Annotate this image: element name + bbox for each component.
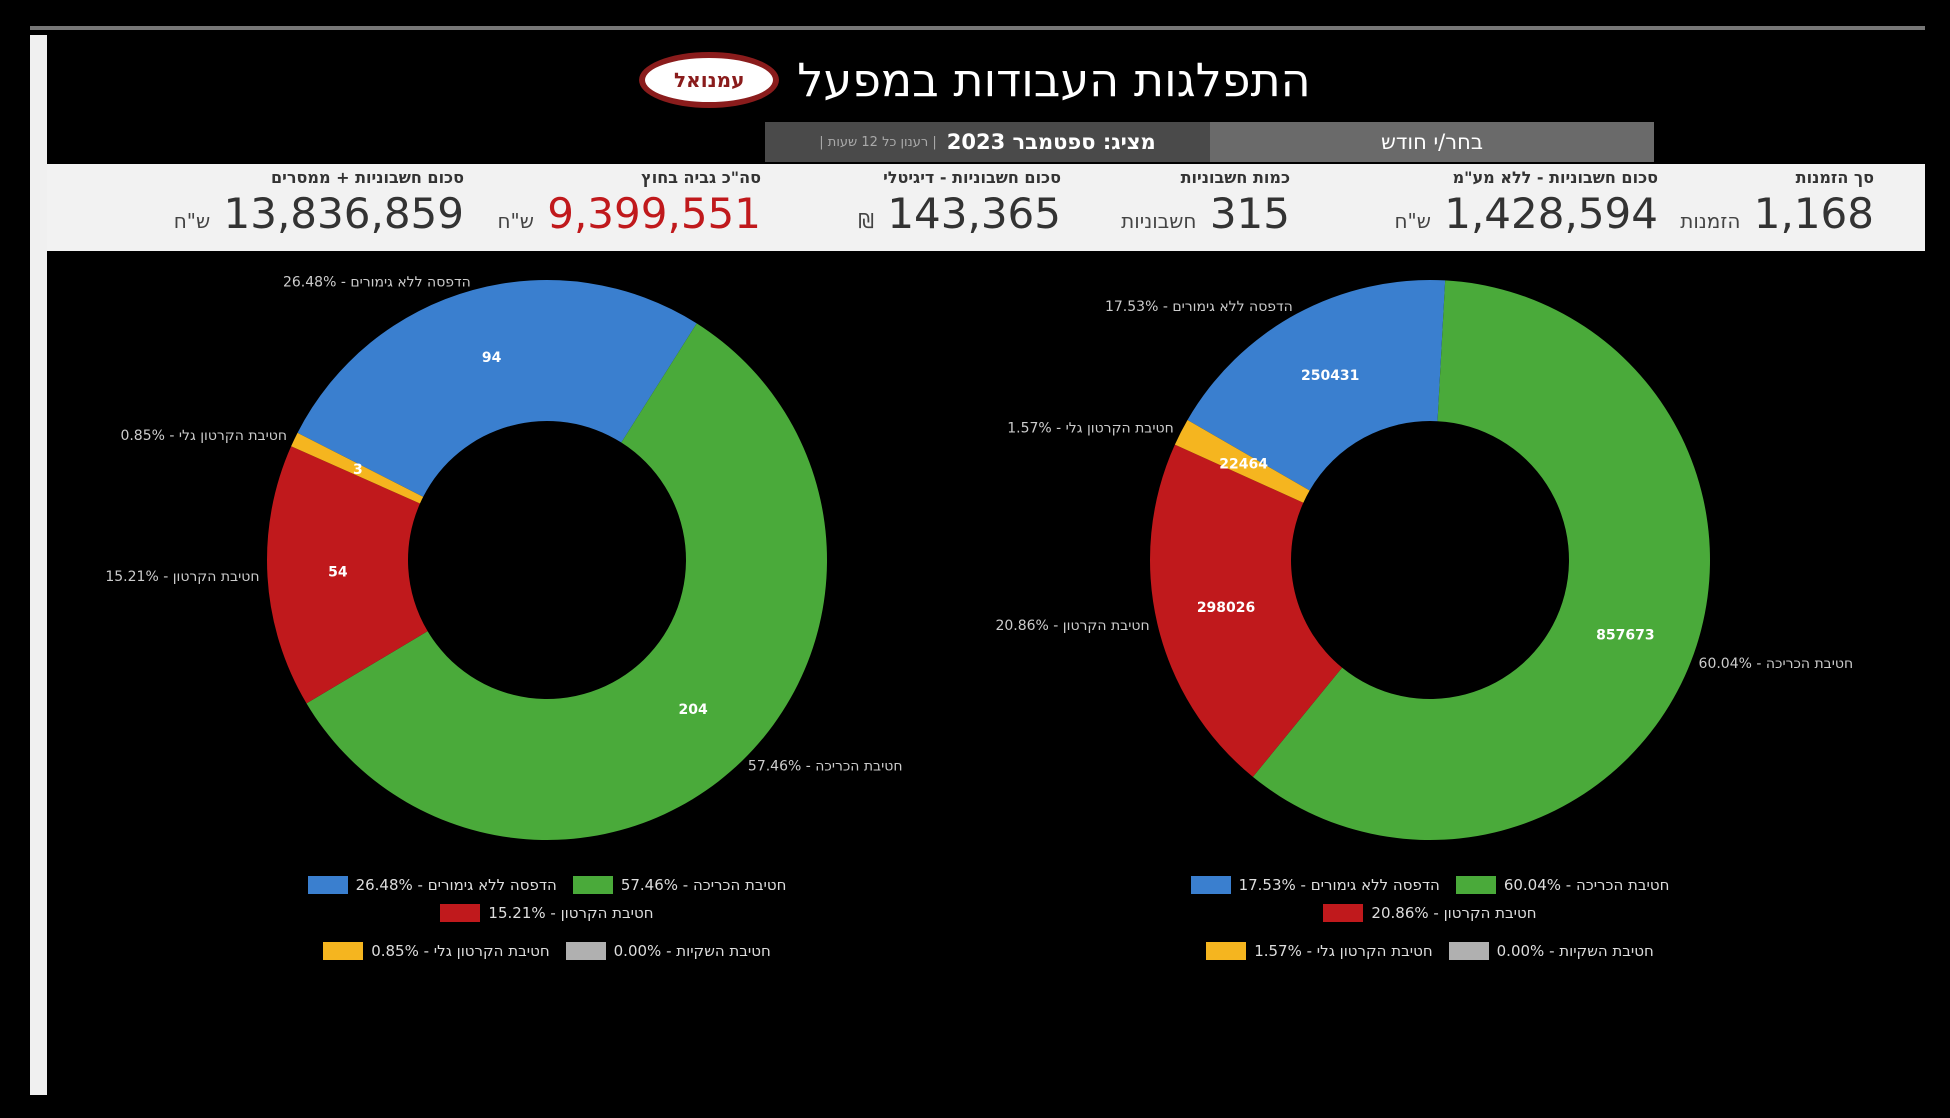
kpi-label: סך הזמנות (1795, 168, 1874, 187)
kpi-unit: ₪ (858, 209, 874, 233)
donut-slice (291, 432, 424, 504)
donut-slice (1252, 280, 1710, 840)
legend-item: חטיבת הקרטון - 15.21% (440, 904, 654, 922)
slice-value-label: 3 (353, 462, 363, 478)
kpi-unit: ש"ח (173, 209, 211, 233)
legend-swatch (1323, 904, 1364, 922)
legend-swatch (1448, 942, 1489, 960)
legend-swatch (1206, 942, 1247, 960)
slice-outside-label: חטיבת הכריכה - 60.04% (1699, 656, 1854, 672)
kpi: סה"כ גביה בחוץ 9,399,551 ש"ח (497, 168, 761, 238)
donut-slice (267, 446, 428, 704)
slice-value-label: 250431 (1301, 368, 1359, 384)
kpi: כמות חשבוניות 315 חשבוניות (1121, 168, 1290, 238)
legend-label: חטיבת הקרטון גלי - 0.85% (371, 942, 550, 960)
kpi-value-row: 143,365 ₪ (858, 189, 1061, 238)
slice-value-label: 54 (328, 565, 348, 581)
legend-swatch (440, 904, 481, 922)
legend: הדפסה ללא גימורים - 17.53% חטיבת הכריכה -… (1070, 876, 1790, 960)
kpi: סך הזמנות 1,168 הזמנות (1680, 168, 1874, 238)
legend-label: חטיבת הכריכה - 60.04% (1503, 876, 1670, 894)
legend-item: חטיבת הקרטון - 20.86% (1323, 904, 1537, 922)
kpi-value: 1,168 (1753, 189, 1874, 238)
legend-label: חטיבת השקיות - 0.00% (1496, 942, 1654, 960)
legend-label: חטיבת השקיות - 0.00% (613, 942, 771, 960)
kpi-value-row: 9,399,551 ש"ח (497, 189, 761, 238)
legend-swatch (1190, 876, 1231, 894)
slice-outside-label: חטיבת הכריכה - 57.46% (748, 758, 903, 774)
donut-slice (306, 323, 827, 840)
legend-label: הדפסה ללא גימורים - 17.53% (1238, 876, 1440, 894)
slice-outside-label: הדפסה ללא גימורים - 26.48% (283, 274, 471, 290)
donut-slice (297, 280, 697, 497)
showing-box: מציג: ספטמבר 2023 | רענון כל 12 שעות | (765, 122, 1210, 162)
donut-slice (1187, 280, 1446, 491)
legend-swatch (565, 942, 606, 960)
logo: עמנואל (639, 52, 780, 108)
legend-swatch (323, 942, 364, 960)
page-title: התפלגות העבודות במפעל (797, 53, 1311, 107)
slice-outside-label: חטיבת הקרטון - 15.21% (105, 569, 259, 585)
kpi-label: סכום חשבוניות + ממסרים (271, 168, 464, 187)
legend-item: חטיבת השקיות - 0.00% (1448, 942, 1654, 960)
kpi: סכום חשבוניות - דיגיטלי 143,365 ₪ (858, 168, 1061, 238)
kpi: סכום חשבוניות - ללא מע"מ 1,428,594 ש"ח (1394, 168, 1658, 238)
slice-value-label: 94 (482, 350, 502, 366)
kpi-value: 315 (1209, 189, 1290, 238)
top-line (30, 26, 1925, 30)
legend-item: הדפסה ללא גימורים - 17.53% (1190, 876, 1440, 894)
scrollbar (30, 35, 47, 1095)
slice-outside-label: חטיבת הקרטון גלי - 1.57% (1007, 420, 1174, 436)
legend-item: הדפסה ללא גימורים - 26.48% (307, 876, 557, 894)
legend-item: חטיבת השקיות - 0.00% (565, 942, 771, 960)
legend-label: הדפסה ללא גימורים - 26.48% (355, 876, 557, 894)
kpi-band (47, 164, 1925, 251)
slice-value-label: 204 (679, 702, 708, 718)
kpi-unit: חשבוניות (1121, 209, 1197, 233)
legend-swatch (1455, 876, 1496, 894)
title-row: עמנואל התפלגות העבודות במפעל (0, 52, 1950, 108)
kpi-unit: ש"ח (497, 209, 534, 233)
kpi-value: 9,399,551 (547, 189, 761, 238)
donut-slice (1150, 444, 1343, 777)
kpi-label: סה"כ גביה בחוץ (641, 168, 761, 187)
legend-label: חטיבת הקרטון גלי - 1.57% (1254, 942, 1433, 960)
choose-month-button[interactable]: בחר/י חודש (1210, 122, 1654, 162)
legend-item: חטיבת הכריכה - 57.46% (572, 876, 787, 894)
legend-label: חטיבת הכריכה - 57.46% (620, 876, 787, 894)
kpi-label: סכום חשבוניות - ללא מע"מ (1452, 168, 1658, 187)
legend-label: חטיבת הקרטון - 15.21% (488, 904, 654, 922)
donut-slice (1174, 420, 1310, 503)
legend-item: חטיבת הקרטון גלי - 1.57% (1206, 942, 1433, 960)
kpi: סכום חשבוניות + ממסרים 13,836,859 ש"ח (174, 168, 464, 238)
kpi-label: סכום חשבוניות - דיגיטלי (883, 168, 1061, 187)
slice-value-label: 857673 (1596, 628, 1654, 644)
kpi-value-row: 1,428,594 ש"ח (1394, 189, 1658, 238)
legend-swatch (572, 876, 613, 894)
slice-value-label: 22464 (1219, 456, 1268, 472)
legend-item: חטיבת הכריכה - 60.04% (1455, 876, 1670, 894)
kpi-value-row: 13,836,859 ש"ח (174, 189, 464, 238)
slice-outside-label: חטיבת הקרטון - 20.86% (995, 618, 1149, 634)
legend-swatch (307, 876, 348, 894)
slice-outside-label: הדפסה ללא גימורים - 17.53% (1105, 299, 1293, 315)
kpi-value: 13,836,859 (223, 189, 464, 238)
legend-label: חטיבת הקרטון - 20.86% (1371, 904, 1537, 922)
kpi-label: כמות חשבוניות (1180, 168, 1290, 187)
kpi-unit: ש"ח (1394, 209, 1431, 233)
showing: מציג: ספטמבר 2023 (946, 130, 1156, 154)
refresh-note: | רענון כל 12 שעות | (819, 134, 937, 150)
slice-value-label: 298026 (1197, 600, 1255, 616)
kpi-value: 1,428,594 (1444, 189, 1658, 238)
slice-outside-label: חטיבת הקרטון גלי - 0.85% (120, 428, 287, 444)
legend: הדפסה ללא גימורים - 26.48% חטיבת הכריכה -… (187, 876, 907, 960)
legend-item: חטיבת הקרטון גלי - 0.85% (323, 942, 550, 960)
kpi-unit: הזמנות (1680, 209, 1741, 233)
kpi-value-row: 1,168 הזמנות (1680, 189, 1874, 238)
kpi-value-row: 315 חשבוניות (1121, 189, 1290, 238)
kpi-value: 143,365 (887, 189, 1061, 238)
